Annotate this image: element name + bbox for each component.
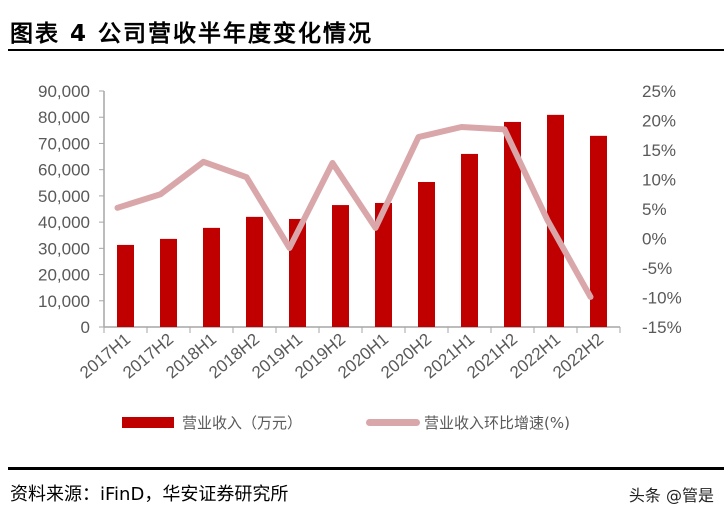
legend-label-line: 营业收入环比增速(%) (424, 414, 570, 432)
legend-label-bar: 营业收入（万元） (182, 414, 303, 432)
figure-title: 图表 4 公司营收半年度变化情况 (10, 21, 374, 47)
right-tick-label: 5% (642, 200, 667, 219)
right-tick-label: 10% (642, 171, 676, 190)
source-note: 资料来源：iFinD，华安证券研究所 (10, 484, 289, 505)
right-tick-label: -15% (642, 318, 682, 337)
bar-2022H1 (547, 114, 564, 328)
bar-2018H1 (203, 227, 220, 327)
right-tick-label: 15% (642, 141, 676, 160)
legend-swatch-bar (122, 417, 174, 428)
left-tick-label: 10,000 (38, 292, 90, 311)
left-tick-label: 30,000 (38, 239, 90, 258)
right-tick-label: -10% (642, 289, 682, 308)
bar-2021H1 (461, 153, 478, 327)
right-tick-label: 0% (642, 230, 667, 249)
legend-swatch-line (366, 419, 420, 426)
right-tick-label: 25% (642, 82, 676, 101)
bar-2019H2 (332, 205, 349, 327)
legend-item-line: 营业收入环比增速(%) (366, 412, 570, 433)
title-divider (8, 49, 724, 51)
left-tick-label: 0 (81, 318, 90, 337)
left-tick-label: 80,000 (38, 108, 90, 127)
bar-2020H1 (375, 202, 392, 327)
left-tick-label: 60,000 (38, 161, 90, 180)
bar-2017H1 (117, 244, 134, 327)
footer-divider (8, 467, 724, 470)
bar-2017H2 (160, 238, 177, 327)
watermark: 头条 @管是 (628, 486, 714, 505)
combo-chart: 0 10,000 20,000 30,000 40,000 50,000 60,000 70,… (38, 82, 682, 382)
right-tick-label: 20% (642, 112, 676, 131)
bar-2018H2 (246, 216, 263, 327)
left-tick-label: 40,000 (38, 213, 90, 232)
left-tick-label: 70,000 (38, 134, 90, 153)
left-tick-label: 20,000 (38, 266, 90, 285)
left-tick-label: 90,000 (38, 82, 90, 101)
bar-2022H2 (590, 135, 607, 327)
bar-2021H2 (504, 121, 521, 327)
legend-item-bar: 营业收入（万元） (122, 412, 302, 433)
left-tick-label: 50,000 (38, 187, 90, 206)
bar-2020H2 (418, 181, 435, 327)
right-tick-label: -5% (642, 259, 672, 278)
growth-line (114, 123, 594, 300)
